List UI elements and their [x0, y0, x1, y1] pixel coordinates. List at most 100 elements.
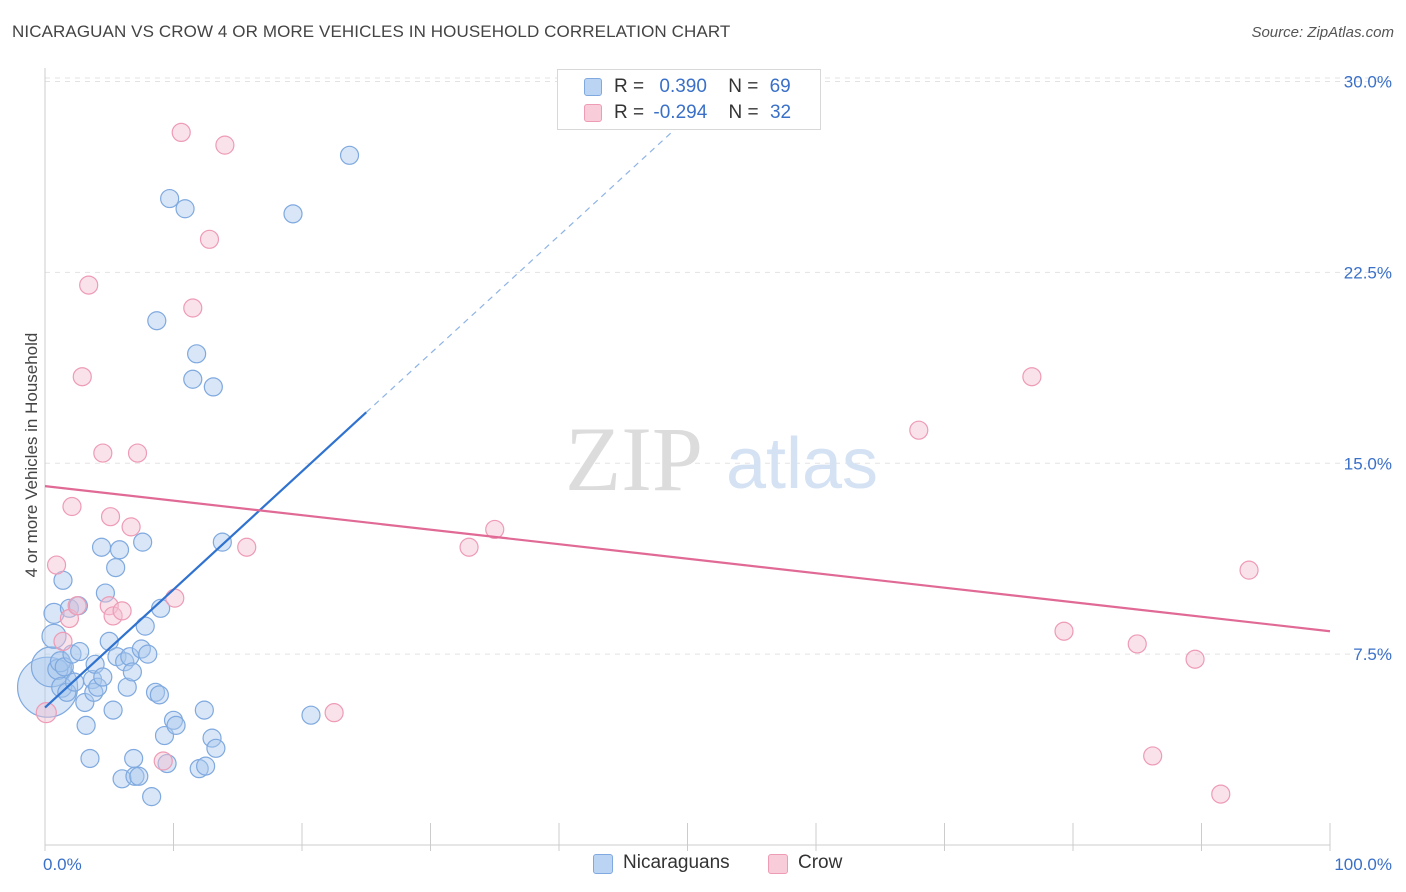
nicaraguans-point — [194, 700, 214, 720]
crow-point — [62, 496, 82, 517]
legend-r-label: R = — [614, 76, 645, 97]
nicaraguans-point — [88, 677, 108, 697]
nicaraguans-point — [142, 787, 162, 807]
crow-legend-label: Crow — [798, 852, 843, 873]
crow-point — [53, 631, 73, 652]
legend-nicaraguans-r: 0.390 — [659, 76, 707, 97]
nicaraguans-point — [138, 644, 158, 664]
trend-lines — [44, 93, 1331, 709]
nicaraguans-point — [43, 602, 65, 625]
nicaraguans-swatch — [584, 78, 602, 96]
nicaraguans-legend-swatch — [593, 854, 613, 874]
nicaraguans-point — [93, 667, 113, 687]
gridlines — [45, 77, 1392, 655]
nicaraguans-legend-label: Nicaraguans — [623, 852, 730, 873]
legend-n-label: N = — [728, 102, 759, 123]
nicaraguans-point — [70, 641, 90, 662]
crow-points — [35, 122, 1259, 804]
nicaraguans-point — [183, 369, 203, 389]
nicaraguans-point — [109, 540, 130, 560]
crow-point — [1239, 560, 1259, 580]
nicaraguans-point — [131, 639, 151, 659]
nicaraguans-point — [122, 662, 142, 682]
crow-trend-line — [44, 485, 1331, 633]
crow-point — [1054, 621, 1074, 641]
nicaraguans-point — [117, 677, 137, 697]
nicaraguans-point — [47, 658, 69, 680]
nicaraguans-point — [91, 537, 112, 557]
nicaraguans-point — [166, 715, 186, 735]
nicaraguans-points — [16, 145, 360, 807]
crow-point — [99, 596, 119, 616]
nicaraguans-point — [41, 623, 67, 649]
nicaraguans-point — [51, 676, 73, 698]
crow-point — [100, 507, 121, 527]
y-axis-label: 4 or more Vehicles in Household — [22, 332, 41, 578]
source-attribution: Source: ZipAtlas.com — [1251, 24, 1394, 41]
crow-point — [171, 122, 191, 142]
watermark-zip: ZIP — [565, 408, 703, 510]
nicaraguans-point — [129, 766, 149, 786]
crow-point — [121, 517, 141, 537]
nicaraguans-point — [80, 748, 100, 769]
legend-nicaraguans-text: R = 0.390 N = 69 — [614, 76, 791, 98]
crow-point — [112, 601, 132, 621]
crow-point — [103, 606, 123, 626]
crow-point — [127, 443, 148, 463]
nicaraguans-trend-line — [44, 411, 367, 709]
nicaraguans-point — [106, 557, 126, 578]
crow-point — [459, 537, 479, 557]
nicaraguans-point — [202, 728, 222, 748]
y-tick-label: 15.0% — [1344, 454, 1392, 473]
legend-crow-r: -0.294 — [653, 102, 708, 123]
nicaraguans-point — [206, 738, 226, 758]
nicaraguans-point — [175, 199, 195, 219]
nicaraguans-point — [163, 710, 184, 730]
crow-point — [183, 298, 203, 318]
nicaraguans-point — [283, 204, 303, 224]
nicaraguans-trend-extension — [365, 93, 714, 413]
crow-point — [237, 537, 257, 557]
nicaraguans-point — [124, 748, 144, 769]
watermark-atlas: atlas — [726, 424, 878, 504]
nicaraguans-point — [203, 377, 223, 397]
nicaraguans-point — [135, 616, 155, 636]
crow-point — [1211, 784, 1231, 804]
legend-r-label: R = — [614, 102, 645, 123]
crow-point — [35, 702, 57, 724]
correlation-legend: R = 0.390 N = 69 R = -0.294 N = 32 — [557, 69, 821, 130]
crow-point — [67, 596, 87, 616]
crow-swatch — [584, 104, 602, 122]
crow-point — [909, 420, 929, 440]
nicaraguans-point — [76, 715, 96, 735]
crow-point — [485, 519, 505, 540]
legend-nicaraguans-n: 69 — [769, 76, 791, 97]
x-tick-label: 0.0% — [43, 855, 82, 874]
chart-title: NICARAGUAN VS CROW 4 OR MORE VEHICLES IN… — [12, 22, 731, 41]
nicaraguans-point — [115, 652, 135, 672]
nicaraguans-point — [133, 532, 153, 552]
nicaraguans-point — [187, 344, 207, 364]
crow-point — [199, 229, 220, 249]
nicaraguans-point — [84, 682, 104, 702]
watermark: ZIP atlas — [565, 408, 878, 510]
y-tick-label: 7.5% — [1353, 645, 1392, 664]
legend-n-label: N = — [728, 76, 759, 97]
crow-point — [1127, 634, 1147, 654]
nicaraguans-point — [160, 188, 180, 209]
axes — [44, 68, 1331, 851]
crow-point — [153, 751, 173, 771]
y-tick-label: 22.5% — [1344, 263, 1392, 282]
crow-point — [79, 275, 99, 295]
legend-crow-text: R = -0.294 N = 32 — [614, 102, 791, 124]
nicaraguans-point — [149, 685, 169, 705]
nicaraguans-point — [339, 145, 360, 165]
tick-labels: 7.5% 15.0% 22.5% 30.0% 0.0% 100.0% — [43, 73, 1392, 875]
nicaraguans-point — [301, 705, 321, 725]
crow-point — [215, 135, 235, 155]
nicaraguans-point — [212, 532, 232, 552]
nicaraguans-point — [57, 682, 77, 702]
crow-point — [72, 367, 92, 387]
crow-point — [1185, 649, 1205, 669]
